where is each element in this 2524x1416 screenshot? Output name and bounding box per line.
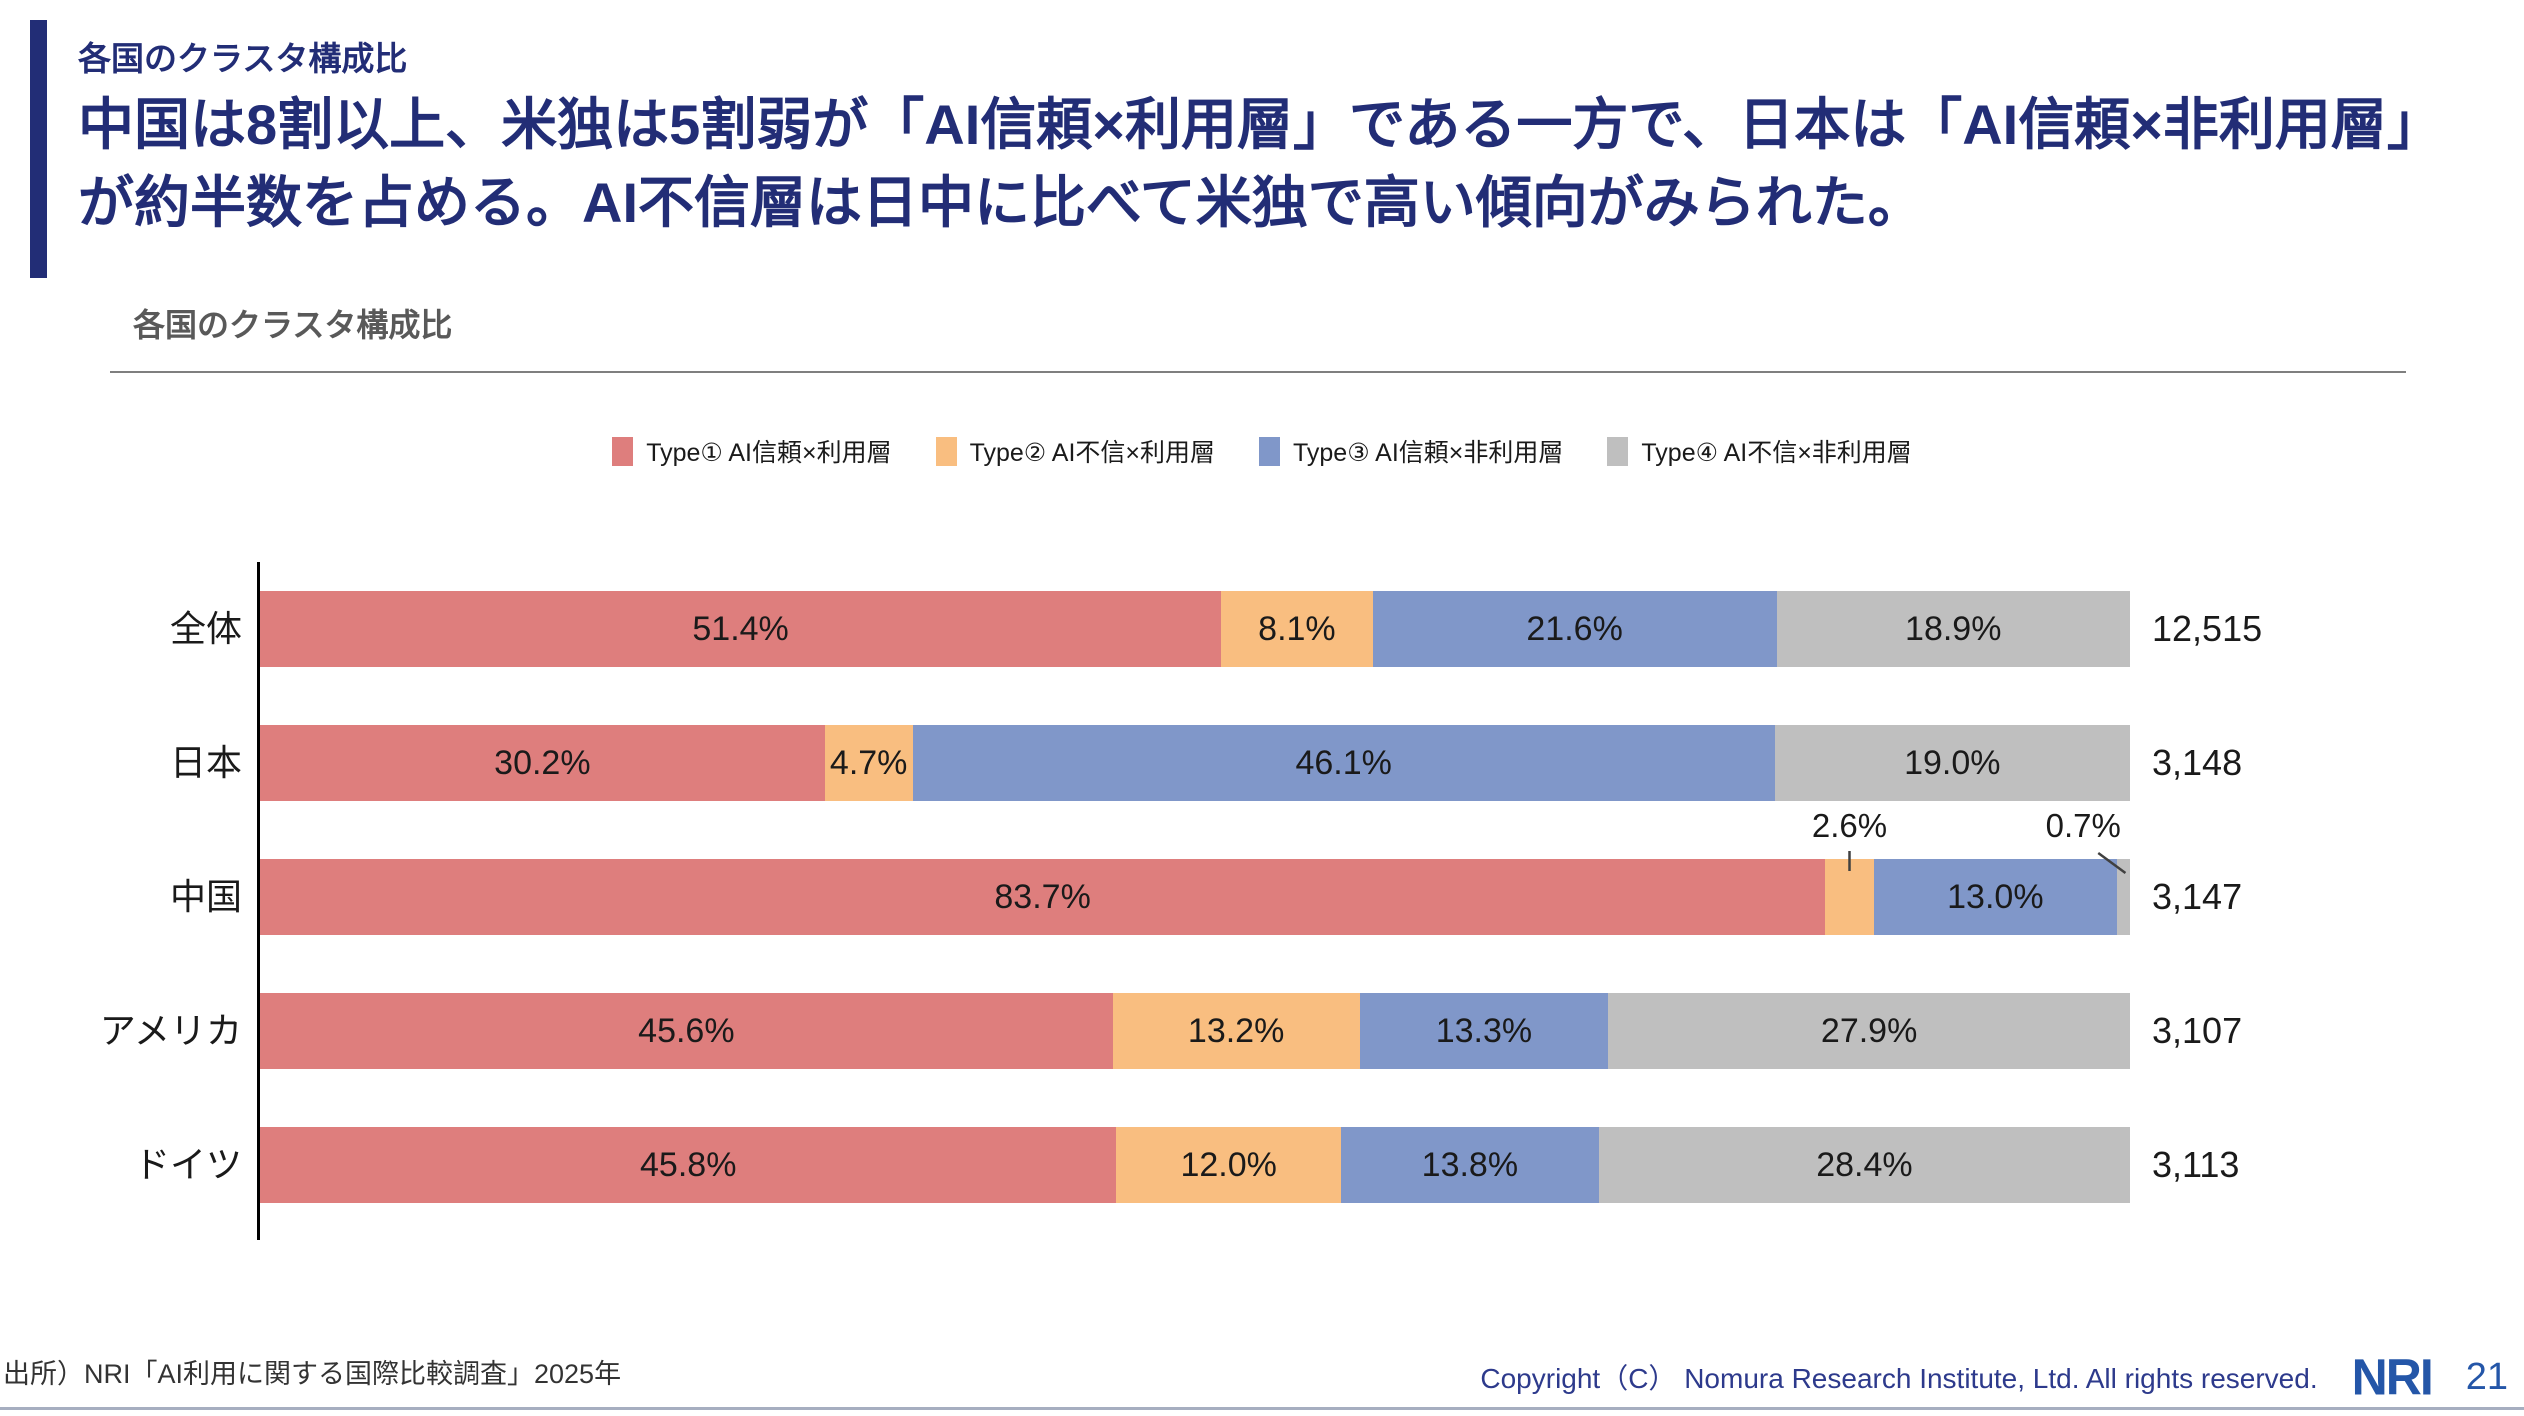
chart-subtitle: 各国のクラスタ構成比 [133, 307, 453, 343]
bar-segment-label: 45.6% [638, 1011, 735, 1050]
bar-segment-label: 13.2% [1187, 1011, 1285, 1050]
category-label: 全体 [169, 608, 242, 649]
legend-swatch [612, 436, 634, 466]
bar-segment: 28.4% [1598, 1127, 2130, 1203]
bar-segment: 27.9% [1608, 993, 2130, 1069]
bar-segment-label: 13.3% [1435, 1011, 1533, 1050]
title-accent-bar [30, 20, 47, 278]
bar-segment: 13.0% [1873, 859, 2117, 935]
total-label: 3,113 [2152, 1144, 2240, 1185]
bar-segment-label: 4.7% [829, 743, 908, 782]
bar-segment: 46.1% [912, 725, 1775, 801]
bar-segment-label: 18.9% [1905, 609, 2002, 648]
callout-label: 0.7% [2045, 807, 2121, 844]
bar-row-中国: 83.7% 13.0% [260, 859, 2130, 935]
bar-segment-label: 46.1% [1295, 743, 1392, 782]
category-label: アメリカ [99, 1010, 242, 1051]
legend-label: Type① AI信頼×利用層 [646, 439, 892, 467]
bar-segment-label: 27.9% [1820, 1011, 1918, 1050]
legend-swatch [935, 436, 957, 466]
bar-segment: 18.9% [1776, 591, 2130, 667]
legend-swatch [1607, 436, 1629, 466]
bar-segment: 4.7% [824, 725, 913, 801]
bar-segment: 45.8% [260, 1127, 1117, 1203]
bar-segment: 12.0% [1116, 1127, 1341, 1203]
legend-label: Type② AI不信×利用層 [969, 439, 1215, 467]
bar-segment: 8.1% [1221, 591, 1373, 667]
bar-segment-label: 12.0% [1180, 1145, 1277, 1184]
bar-row-日本: 30.2% 4.7% 46.1% 19.0% [260, 725, 2130, 801]
copyright-text: Copyright（C） Nomura Research Institute, … [1480, 1363, 2318, 1394]
bar-segment: 45.6% [260, 993, 1113, 1069]
legend-label: Type④ AI不信×非利用層 [1641, 439, 1912, 467]
bar-segment-label: 83.7% [994, 877, 1091, 916]
bar-segment-label: 13.8% [1421, 1145, 1519, 1184]
chart-legend: Type① AI信頼×利用層 Type② AI不信×利用層 Type③ AI信頼×非… [0, 433, 2524, 469]
bar-segment-label: 51.4% [692, 609, 789, 648]
total-label: 12,515 [2152, 608, 2263, 649]
source-note: 出所）NRI「AI利用に関する国際比較調査」2025年 [3, 1359, 622, 1389]
bar-segment: 21.6% [1372, 591, 1777, 667]
bar-segment-label: 19.0% [1904, 743, 2001, 782]
bar-segment-label: 30.2% [494, 743, 591, 782]
callout-label: 2.6% [1811, 807, 1888, 844]
bar-segment [2116, 859, 2130, 935]
bar-segment-label: 21.6% [1526, 609, 1623, 648]
bar-row-全体: 51.4% 8.1% 21.6% 18.9% [260, 591, 2130, 667]
total-label: 3,147 [2152, 876, 2243, 917]
total-label: 3,148 [2152, 742, 2243, 783]
y-axis-line [257, 562, 260, 1240]
page-number: 21 [2465, 1355, 2508, 1398]
slide-bottom-rule [0, 1407, 2524, 1410]
footer-right: Copyright（C） Nomura Research Institute, … [1480, 1348, 2508, 1406]
bar-segment: 83.7% [260, 859, 1826, 935]
bar-segment-label: 45.8% [640, 1145, 737, 1184]
bar-segment: 13.3% [1359, 993, 1609, 1069]
legend-item-4: Type④ AI不信×非利用層 [1607, 433, 1912, 469]
subtitle-divider [110, 371, 2406, 373]
category-label: 中国 [169, 876, 242, 917]
legend-swatch [1259, 436, 1280, 466]
chart-plot-area: 全体 51.4% 8.1% 21.6% 18.9% 12,515 日本 30.2% 4.7% 46… [100, 562, 2262, 1240]
category-label: ドイツ [133, 1144, 242, 1185]
bar-segment [1825, 859, 1874, 935]
bar-segment: 30.2% [260, 725, 825, 801]
bar-segment: 13.8% [1340, 1127, 1599, 1203]
legend-item-3: Type③ AI信頼×非利用層 [1259, 433, 1563, 469]
bar-segment: 13.2% [1112, 993, 1360, 1069]
slide-title: 中国は8割以上、米独は5割弱が「AI信頼×利用層」である一方で、日本は「AI信頼… [78, 93, 2443, 234]
legend-item-2: Type② AI不信×利用層 [935, 433, 1215, 469]
bar-row-アメリカ: 45.6% 13.2% 13.3% 27.9% [260, 993, 2130, 1069]
bar-segment-label: 13.0% [1947, 877, 2044, 916]
legend-item-1: Type① AI信頼×利用層 [612, 433, 892, 469]
category-label: 日本 [169, 742, 242, 783]
slide-eyebrow: 各国のクラスタ構成比 [78, 40, 408, 77]
bar-segment: 51.4% [260, 591, 1222, 667]
bar-row-ドイツ: 45.8% 12.0% 13.8% 28.4% [260, 1127, 2130, 1203]
legend-label: Type③ AI信頼×非利用層 [1293, 439, 1564, 467]
total-label: 3,107 [2152, 1010, 2243, 1051]
bar-segment: 19.0% [1774, 725, 2130, 801]
bar-segment-label: 28.4% [1816, 1145, 1913, 1184]
nri-logo: NRI [2351, 1348, 2434, 1406]
bar-segment-label: 8.1% [1258, 609, 1336, 648]
